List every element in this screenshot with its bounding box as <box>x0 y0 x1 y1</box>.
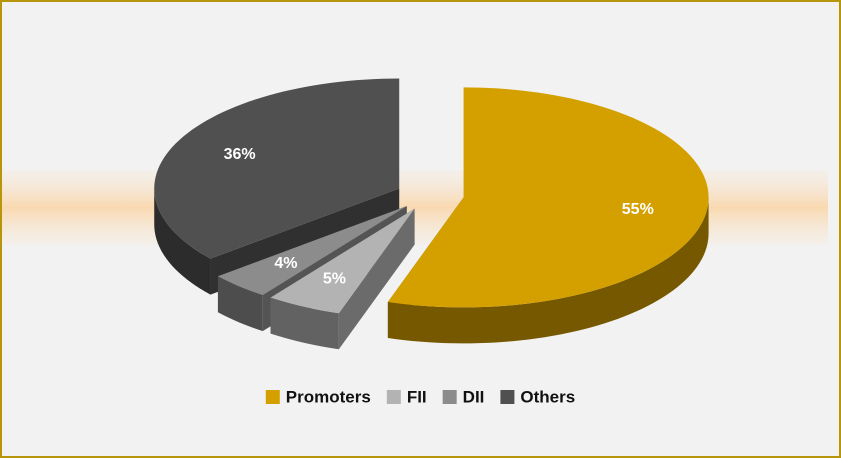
legend-swatch <box>500 390 515 404</box>
slice-wall <box>270 297 339 350</box>
slice-wall <box>217 276 263 332</box>
legend-label: Others <box>520 387 575 406</box>
slice-top <box>270 208 415 314</box>
slice-wall <box>387 197 709 344</box>
legend-label: Promoters <box>286 387 371 406</box>
legend-swatch <box>386 390 401 404</box>
slice: 55% <box>387 87 709 344</box>
slice-wall <box>154 188 211 295</box>
legend-label: DII <box>463 387 485 406</box>
legend-swatch <box>442 390 457 404</box>
legend: Promoters FII DII Others <box>265 387 575 406</box>
slice-top <box>387 87 709 308</box>
legend-label: FII <box>407 387 427 406</box>
slice-top <box>154 78 400 259</box>
data-label: 4% <box>274 255 297 272</box>
data-label: 36% <box>224 146 256 163</box>
legend-swatch <box>265 390 280 404</box>
data-label: 55% <box>622 201 654 218</box>
data-label: 5% <box>323 270 346 287</box>
slice: 5% <box>270 208 415 350</box>
pie: 36% 4% 5% 55% <box>154 78 709 350</box>
slice-top <box>217 206 407 296</box>
